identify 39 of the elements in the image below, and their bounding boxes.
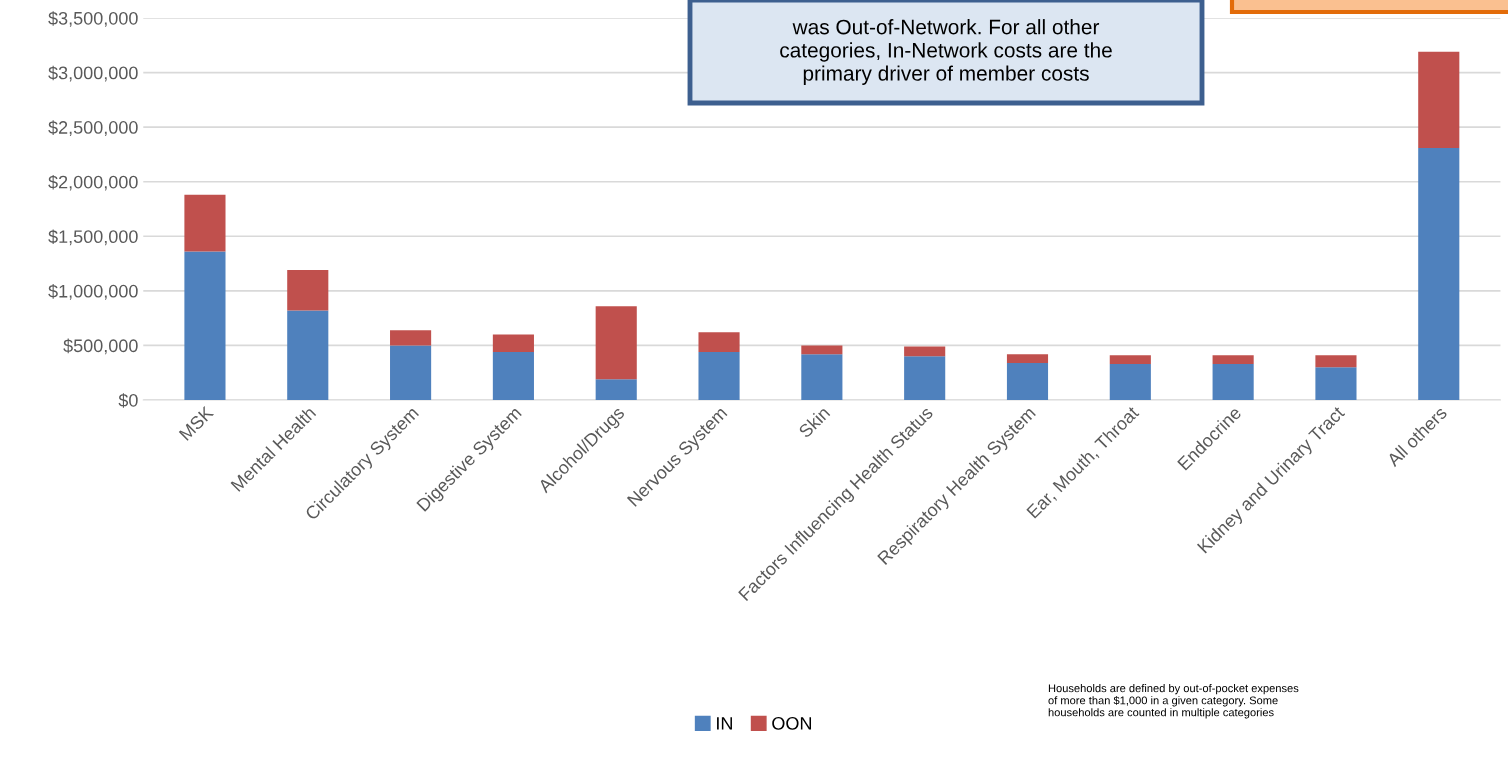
y-tick-label: $2,500,000 xyxy=(48,120,138,136)
bar xyxy=(184,194,226,252)
bar xyxy=(390,345,432,400)
legend-label: IN xyxy=(717,717,732,730)
y-tick-label: $1,000,000 xyxy=(48,284,138,300)
bar xyxy=(1109,355,1151,364)
bar xyxy=(595,306,637,380)
bar xyxy=(184,251,226,400)
annotation: was Out-of-Network. For all other categories, In-Network costs are the primary driver of member costs xyxy=(780,19,1112,85)
x-tick-label: Skin xyxy=(797,405,831,439)
bar xyxy=(492,334,534,352)
bar xyxy=(287,270,329,311)
y-tick-label: $0 xyxy=(118,393,138,408)
bar xyxy=(698,332,740,352)
bar xyxy=(595,379,637,400)
bar xyxy=(1109,363,1151,400)
y-tick-label: $1,500,000 xyxy=(48,229,138,246)
bar xyxy=(1315,355,1357,368)
legend-label: OON xyxy=(772,716,812,730)
bar xyxy=(904,346,946,357)
bar xyxy=(1418,51,1460,148)
bar xyxy=(1006,362,1049,400)
bar xyxy=(492,351,534,400)
y-tick-label: $3,500,000 xyxy=(48,11,138,27)
bar xyxy=(1315,367,1357,400)
bar xyxy=(1212,355,1254,364)
bar xyxy=(287,310,329,400)
text: Households are defined by out-of-pocket expenses of more than $1,000 in a given category. Some households are counted in multiple categories xyxy=(1048,684,1299,719)
bar xyxy=(1418,147,1460,400)
bar xyxy=(1006,354,1049,363)
y-tick-label: $3,000,000 xyxy=(48,65,138,82)
y-tick-label: $500,000 xyxy=(63,338,138,355)
bar xyxy=(904,356,946,400)
bar xyxy=(698,351,740,400)
bar xyxy=(390,330,432,346)
bar xyxy=(1212,363,1254,400)
y-tick-label: $2,000,000 xyxy=(48,174,138,191)
bar xyxy=(801,354,843,400)
bar xyxy=(801,345,843,355)
